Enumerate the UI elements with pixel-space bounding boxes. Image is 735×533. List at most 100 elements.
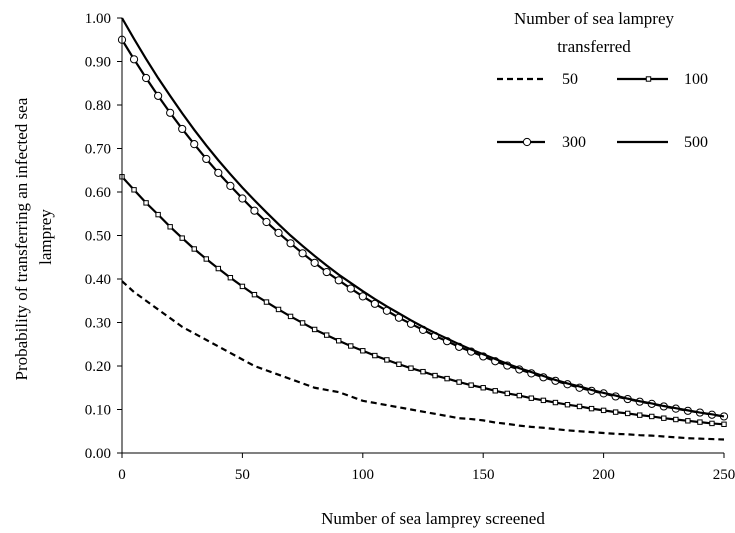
legend-label-100: 100 [684, 71, 708, 88]
series-300-point [190, 140, 199, 149]
plot-area [117, 17, 729, 441]
y-axis-title: Probability of transferring an infected … [12, 93, 55, 380]
x-tick-label: 0 [118, 467, 126, 483]
series-300-line [121, 39, 725, 418]
series-100-point [299, 320, 306, 326]
series-300 [117, 35, 729, 421]
series-300-point [298, 249, 307, 258]
series-100-point [685, 418, 691, 424]
series-300-point [202, 154, 211, 164]
legend-label-50: 50 [562, 71, 578, 88]
series-500-line [121, 17, 725, 418]
series-300-point [274, 228, 283, 237]
y-tick-label: 1.00 [85, 11, 111, 27]
series-300-point [154, 91, 163, 100]
series-100-point [480, 385, 486, 391]
series-100-point [251, 291, 258, 298]
series-100-point [203, 256, 209, 262]
series-100-point [311, 326, 318, 333]
series-100-point [384, 357, 390, 363]
y-tick-label: 0.90 [85, 55, 111, 71]
series-100-point [227, 274, 234, 281]
series-100-point [649, 413, 655, 420]
series-300-point [238, 194, 247, 203]
series-100-point [263, 299, 270, 305]
series-50-line [121, 280, 725, 441]
series-100-point [336, 338, 342, 344]
series-300-point [166, 108, 175, 117]
series-100-point [444, 375, 450, 382]
x-axis-title: Number of sea lamprey screened [321, 509, 545, 528]
series-100-point [721, 421, 727, 427]
series-100-point [275, 306, 282, 313]
series-100-point [468, 382, 474, 388]
series-100-point [360, 348, 366, 354]
series-100-point [637, 412, 643, 418]
series-100-point [432, 372, 438, 379]
legend-title-line-2: transferred [557, 37, 631, 56]
series-300-point [250, 206, 259, 215]
legend-marker-100 [645, 76, 652, 82]
series-100-point [588, 405, 595, 412]
y-tick-label: 0.70 [85, 142, 111, 158]
legend-item-500: 500 [617, 134, 708, 151]
series-100-point [612, 409, 619, 415]
x-tick-label: 100 [352, 467, 375, 483]
series-300-point [322, 267, 331, 277]
series-100-point [516, 392, 523, 399]
series-300-point [129, 55, 139, 64]
legend-label-300: 300 [562, 134, 586, 151]
series-100-point [408, 365, 414, 371]
series-100-point [215, 265, 222, 272]
series-100-point [661, 415, 667, 421]
legend-title-line-1: Number of sea lamprey [514, 9, 675, 28]
y-tick-label: 0.80 [85, 98, 111, 114]
series-100-point [348, 343, 354, 349]
series-100-point [167, 224, 173, 230]
series-300-point [262, 217, 271, 227]
series-300-point [141, 73, 151, 83]
y-axis-title-line-1: Probability of transferring an infected … [12, 97, 31, 380]
series-500 [121, 17, 725, 418]
y-tick-label: 0.00 [85, 446, 111, 462]
legend-label-500: 500 [684, 134, 708, 151]
series-100-point [528, 395, 535, 401]
series-50 [121, 280, 725, 441]
series-300-point [286, 239, 295, 248]
series-100-point [239, 283, 246, 290]
y-tick-label: 0.60 [85, 185, 111, 201]
y-tick-label: 0.20 [85, 359, 111, 375]
legend-marker-300 [522, 137, 532, 147]
series-100-point [624, 410, 631, 417]
series-100-point [131, 187, 137, 193]
legend-item-300: 300 [497, 134, 586, 151]
legend: Number of sea lamprey transferred 50 100 3… [497, 9, 708, 151]
series-100-point [492, 388, 498, 394]
series-100-point [504, 390, 510, 397]
y-tick-label: 0.30 [85, 316, 111, 332]
legend-item-50: 50 [497, 71, 578, 88]
series-100-point [420, 368, 426, 375]
x-tick-label: 250 [713, 467, 735, 483]
series-100-point [600, 407, 607, 414]
series-100-point [564, 402, 571, 408]
series-100-point [179, 235, 185, 241]
series-100-point [673, 416, 679, 423]
series-100-point [323, 332, 330, 338]
series-300-point [334, 276, 343, 285]
series-300-point [358, 292, 367, 301]
series-300-point [178, 124, 187, 134]
series-100-point [709, 420, 715, 427]
series-100-line [121, 176, 725, 426]
y-tick-label: 0.10 [85, 403, 111, 419]
y-axis-title-line-2: lamprey [36, 209, 55, 265]
series-300-point [214, 168, 223, 177]
axes: 0.00 0.10 0.20 0.30 0.40 0.50 0.60 0.70 0.80 0.90… [85, 11, 735, 483]
series-100-point [287, 313, 294, 320]
series-100-point [396, 361, 402, 367]
series-100-point [456, 379, 462, 385]
series-100-point [155, 211, 161, 218]
x-tick-label: 50 [235, 467, 250, 483]
series-100-point [552, 399, 559, 406]
